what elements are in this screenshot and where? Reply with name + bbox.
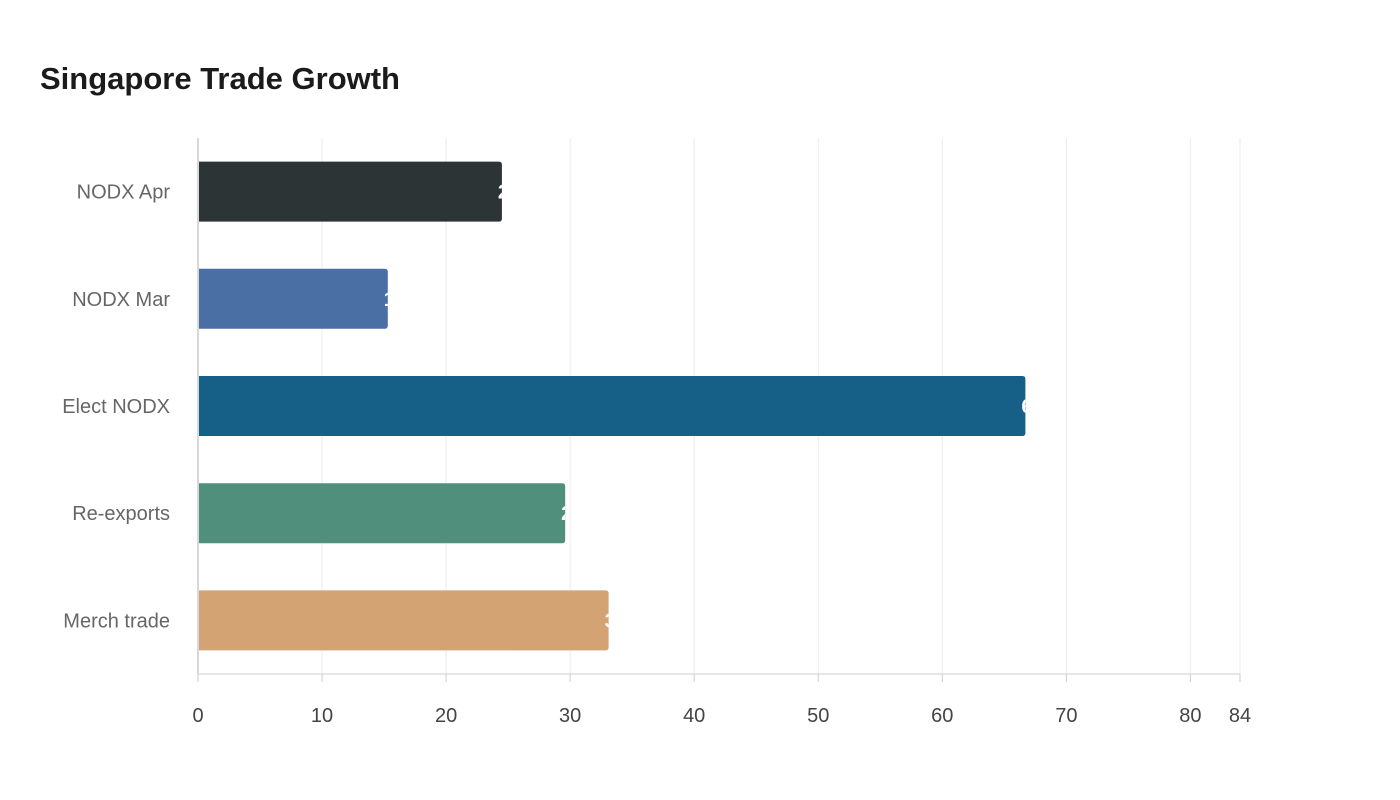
x-tick-label-84: 84: [1229, 705, 1251, 727]
x-tick-label-40: 40: [683, 705, 705, 727]
category-label-1: NODX Mar: [72, 289, 170, 311]
bar-re-exports: [199, 483, 566, 544]
category-labels: NODX Apr NODX Mar Elect NODX Re-exports Merc…: [62, 182, 170, 633]
data-label-1: 15.3: [384, 289, 423, 311]
x-tick-label-50: 50: [807, 705, 829, 727]
category-label-3: Re-exports: [72, 503, 170, 525]
data-label-2: 66.7: [1021, 396, 1060, 418]
bar-elect-nodx: [199, 376, 1026, 436]
category-label-0: NODX Apr: [77, 182, 171, 204]
bar-merch-trade: [199, 590, 609, 651]
data-label-4: 33.1: [605, 610, 644, 632]
bar-nodx-apr: [199, 161, 502, 222]
bars: 24.5 15.3 66.7 29.6 33.1: [199, 161, 1060, 651]
x-tick-label-60: 60: [931, 705, 953, 727]
x-tick-label-10: 10: [311, 705, 333, 727]
bar-nodx-mar: [199, 268, 388, 329]
data-label-3: 29.6: [561, 503, 600, 525]
x-tick-label-20: 20: [435, 705, 457, 727]
x-tick-label-30: 30: [559, 705, 581, 727]
category-label-2: Elect NODX: [62, 396, 170, 418]
x-tick-labels: 0 10 20 30 40 50 60 70 80 84: [192, 674, 1251, 727]
category-label-4: Merch trade: [63, 610, 170, 632]
x-tick-label-70: 70: [1055, 705, 1077, 727]
chart-title: Singapore Trade Growth: [40, 61, 400, 96]
x-tick-label-0: 0: [192, 705, 203, 727]
x-tick-label-80: 80: [1179, 705, 1201, 727]
data-label-0: 24.5: [498, 182, 537, 204]
